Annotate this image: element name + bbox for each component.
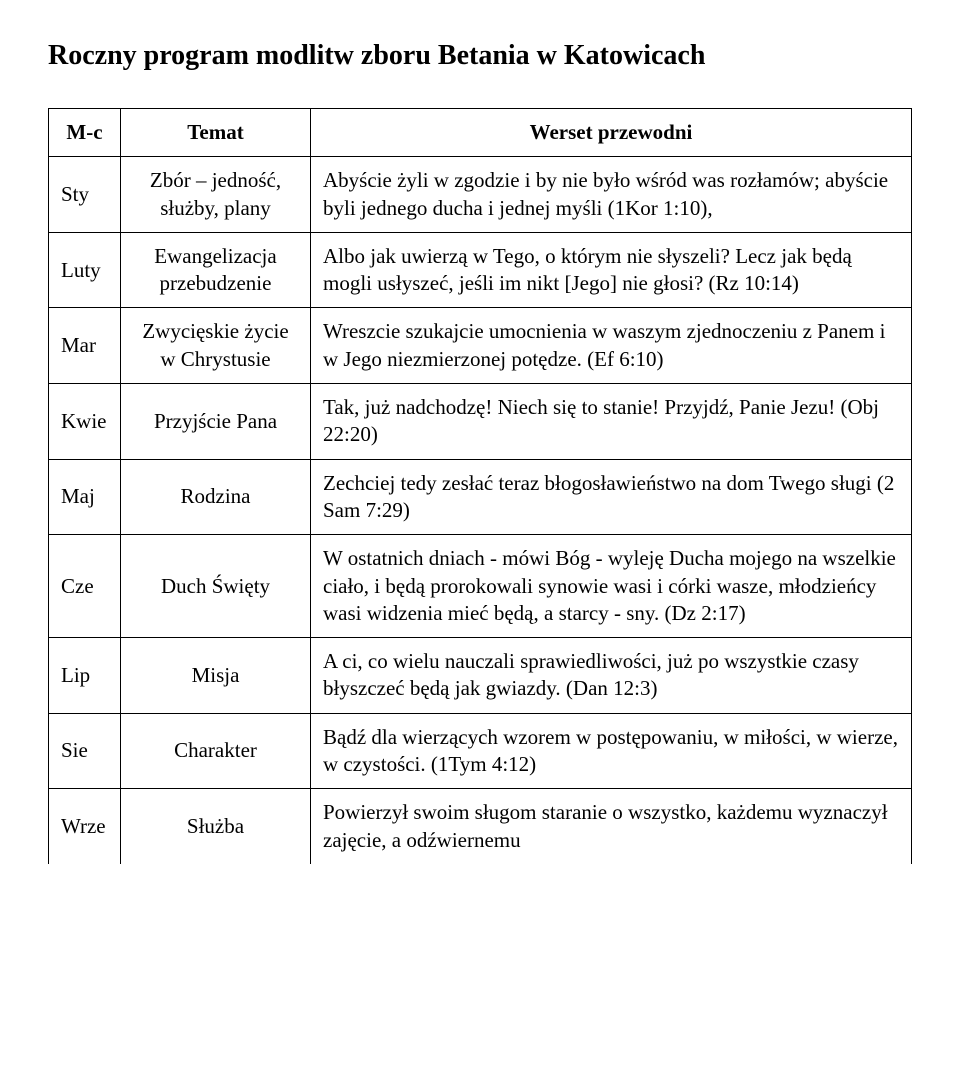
cell-month: Sie — [49, 713, 121, 789]
table-header-row: M-c Temat Werset przewodni — [49, 109, 912, 157]
table-row: LutyEwangelizacja przebudzenieAlbo jak u… — [49, 232, 912, 308]
cell-topic: Duch Święty — [121, 535, 311, 638]
cell-topic: Charakter — [121, 713, 311, 789]
table-row: MajRodzinaZechciej tedy zesłać teraz bło… — [49, 459, 912, 535]
cell-month: Luty — [49, 232, 121, 308]
cell-month: Lip — [49, 638, 121, 714]
cell-verse: Tak, już nadchodzę! Niech się to stanie!… — [311, 384, 912, 460]
table-row: StyZbór – jedność, służby, planyAbyście … — [49, 157, 912, 233]
header-verse: Werset przewodni — [311, 109, 912, 157]
cell-verse: Zechciej tedy zesłać teraz błogosławieńs… — [311, 459, 912, 535]
cell-topic: Przyjście Pana — [121, 384, 311, 460]
cell-verse: Powierzył swoim sługom staranie o wszyst… — [311, 789, 912, 864]
prayer-program-table: M-c Temat Werset przewodni StyZbór – jed… — [48, 108, 912, 864]
header-topic: Temat — [121, 109, 311, 157]
cell-month: Cze — [49, 535, 121, 638]
table-row: SieCharakterBądź dla wierzących wzorem w… — [49, 713, 912, 789]
cell-verse: Wreszcie szukajcie umocnienia w waszym z… — [311, 308, 912, 384]
cell-verse: Bądź dla wierzących wzorem w postępowani… — [311, 713, 912, 789]
cell-topic: Zwycięskie życie w Chrystusie — [121, 308, 311, 384]
table-row: LipMisjaA ci, co wielu nauczali sprawied… — [49, 638, 912, 714]
header-month: M-c — [49, 109, 121, 157]
cell-month: Wrze — [49, 789, 121, 864]
cell-topic: Zbór – jedność, służby, plany — [121, 157, 311, 233]
cell-topic: Służba — [121, 789, 311, 864]
cell-verse: W ostatnich dniach - mówi Bóg - wyleję D… — [311, 535, 912, 638]
cell-topic: Rodzina — [121, 459, 311, 535]
cell-topic: Ewangelizacja przebudzenie — [121, 232, 311, 308]
cell-verse: A ci, co wielu nauczali sprawiedliwości,… — [311, 638, 912, 714]
cell-verse: Albo jak uwierzą w Tego, o którym nie sł… — [311, 232, 912, 308]
cell-month: Kwie — [49, 384, 121, 460]
table-row: CzeDuch ŚwiętyW ostatnich dniach - mówi … — [49, 535, 912, 638]
page-title: Roczny program modlitw zboru Betania w K… — [48, 40, 912, 72]
cell-month: Mar — [49, 308, 121, 384]
cell-month: Sty — [49, 157, 121, 233]
cell-month: Maj — [49, 459, 121, 535]
cell-verse: Abyście żyli w zgodzie i by nie było wśr… — [311, 157, 912, 233]
table-row: MarZwycięskie życie w ChrystusieWreszcie… — [49, 308, 912, 384]
table-row: WrzeSłużbaPowierzył swoim sługom starani… — [49, 789, 912, 864]
table-row: KwiePrzyjście PanaTak, już nadchodzę! Ni… — [49, 384, 912, 460]
cell-topic: Misja — [121, 638, 311, 714]
